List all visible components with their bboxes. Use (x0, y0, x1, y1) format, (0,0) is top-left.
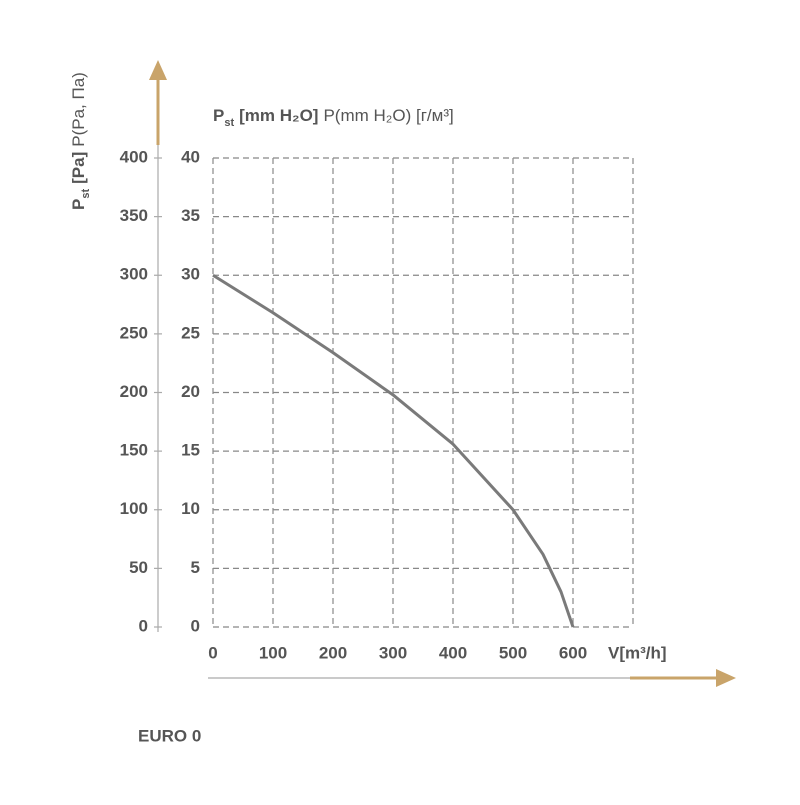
x-axis-label: V[m³/h] (608, 643, 667, 662)
y2-tick-label: 100 (120, 499, 148, 518)
footer: EURO 0 (138, 726, 201, 745)
y-tick-label: 0 (191, 616, 200, 635)
y2-tick-label: 50 (129, 558, 148, 577)
title-p: P (213, 106, 224, 125)
y-tick-label: 35 (181, 206, 200, 225)
y-label-p: P (69, 199, 88, 210)
y2-tick-label: 350 (120, 206, 148, 225)
y-label-sub: st (80, 189, 92, 199)
y-label-unit: [Pa] (69, 152, 88, 184)
y2-tick-label: 200 (120, 382, 148, 401)
y-arrow-head (149, 60, 167, 80)
y-tick-label: 30 (181, 265, 200, 284)
y-label-alt: P(Pa, Па) (69, 72, 88, 147)
y-tick-label: 40 (181, 147, 200, 166)
x-tick-label: 100 (259, 643, 287, 662)
title-sub: st (224, 117, 234, 129)
chart-title: Pst [mm H₂O] P(mm H₂O) [г/м³] (213, 106, 454, 128)
x-tick-label: 400 (439, 643, 467, 662)
series-line (212, 273, 575, 628)
y2-tick-label: 250 (120, 323, 148, 342)
y2-tick-label: 0 (139, 616, 148, 635)
x-tick-label: 600 (559, 643, 587, 662)
y2-tick-label: 400 (120, 147, 148, 166)
x-tick-label: 200 (319, 643, 347, 662)
y2-tick-label: 150 (120, 441, 148, 460)
title-unit: [mm H₂O] (239, 106, 318, 125)
y-tick-label: 10 (181, 499, 200, 518)
y-tick-label: 20 (181, 382, 200, 401)
y-tick-label: 25 (181, 323, 200, 342)
y-tick-label: 15 (181, 441, 200, 460)
x-arrow-head (716, 669, 736, 687)
x-tick-label: 500 (499, 643, 527, 662)
y2-axis-label: Pst [Pa] P(Pa, Па) (69, 72, 91, 210)
y-tick-label: 5 (191, 558, 200, 577)
title-alt: P(mm H₂O) [г/м³] (323, 106, 453, 125)
x-tick-label: 300 (379, 643, 407, 662)
x-tick-label: 0 (208, 643, 217, 662)
y2-tick-label: 300 (120, 265, 148, 284)
